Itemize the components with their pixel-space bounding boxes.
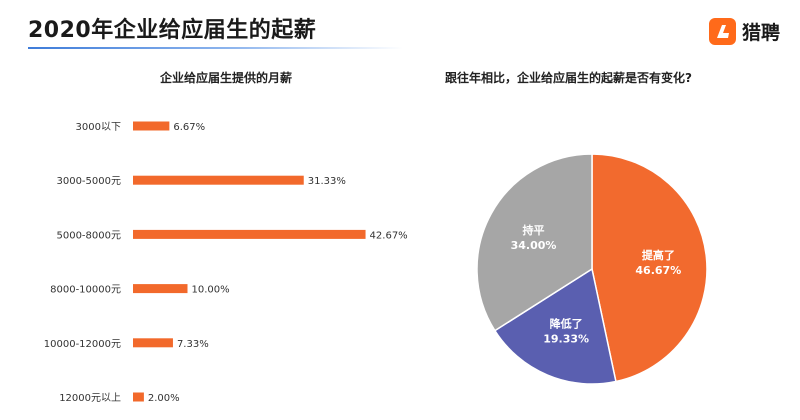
slice-value-label: 34.00% <box>511 239 557 252</box>
pie-chart-title: 跟往年相比，企业给应届生的起薪是否有变化? <box>445 71 692 85</box>
bar <box>133 121 170 131</box>
data-label: 31.33% <box>308 176 346 187</box>
bar <box>133 175 304 185</box>
category-label: 8000-10000元 <box>50 285 121 296</box>
slice-label: 提高了 <box>642 248 675 262</box>
data-label: 2.00% <box>148 393 180 404</box>
category-label: 3000-5000元 <box>56 176 121 187</box>
data-label: 7.33% <box>177 339 209 350</box>
bar <box>133 229 366 239</box>
slice-label: 持平 <box>523 223 545 237</box>
page-title: 2020年企业给应届生的起薪 <box>28 18 317 43</box>
data-label: 42.67% <box>370 230 408 241</box>
slice-value-label: 19.33% <box>543 332 589 345</box>
slice-label: 降低了 <box>550 316 583 330</box>
liepin-logo-icon <box>709 17 736 45</box>
title-underline <box>28 47 403 49</box>
bar <box>133 284 188 294</box>
bar <box>133 338 173 348</box>
category-label: 10000-12000元 <box>44 339 121 350</box>
category-label: 3000以下 <box>76 122 121 133</box>
data-label: 6.67% <box>173 122 205 133</box>
category-label: 5000-8000元 <box>56 230 121 241</box>
pie-slice <box>493 267 617 385</box>
pie-slice <box>591 153 708 383</box>
data-label: 10.00% <box>192 285 230 296</box>
brand-name: 猎聘 <box>742 21 781 44</box>
bar-chart-title: 企业给应届生提供的月薪 <box>160 71 293 85</box>
slice-value-label: 46.67% <box>635 264 681 277</box>
pie-slice <box>476 153 593 332</box>
category-label: 12000元以上 <box>59 392 121 404</box>
bar <box>133 392 144 402</box>
brand-logo-group: 猎聘 <box>709 16 780 46</box>
